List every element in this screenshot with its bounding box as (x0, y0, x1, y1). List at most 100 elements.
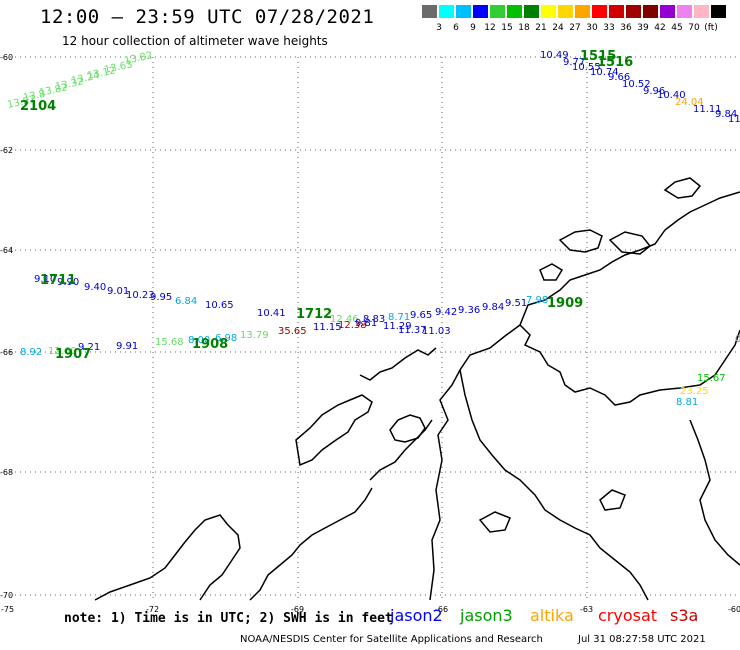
colorbar-swatch (439, 5, 454, 18)
wave-height-value: 15.67 (697, 373, 726, 384)
wave-height-value: 8.71 (388, 312, 410, 323)
wave-height-value: 9.10 (34, 274, 56, 285)
wave-height-value: 9.95 (150, 292, 172, 303)
colorbar-swatch (456, 5, 471, 18)
colorbar-label: 30 (586, 23, 598, 33)
wave-height-value: 6.84 (175, 296, 197, 307)
wave-height-value: 10.41 (257, 308, 286, 319)
colorbar-label: 24 (552, 23, 564, 33)
wave-height-value: 0 (735, 334, 740, 345)
wave-height-value: 10.65 (205, 300, 234, 311)
wave-height-value: 11.37 (398, 325, 427, 336)
wave-height-value: 24.04 (675, 97, 704, 108)
wave-height-value: 8.00 (188, 335, 210, 346)
longitude-label: -60 (728, 605, 740, 614)
wave-height-value: 13.79 (240, 330, 269, 341)
wave-height-value: 10.74 (590, 67, 619, 78)
wave-height-value: 8.92 (20, 347, 42, 358)
pass-time-label: 1515 (580, 49, 616, 64)
wave-height-value: 9.90 (57, 277, 79, 288)
colorbar-label: 36 (620, 23, 632, 33)
wave-height-value: 10.55 (572, 62, 601, 73)
map-title: 12:00 – 23:59 UTC 07/28/2021 (40, 6, 375, 28)
wave-height-value: 13.8 (22, 89, 46, 104)
legend-s3a: s3a (670, 606, 699, 625)
pass-time-label: 1908 (192, 337, 228, 352)
coastline (94, 177, 740, 601)
colorbar-label: 70 (688, 23, 700, 33)
wave-height-value: 9.36 (458, 305, 480, 316)
colorbar-label: 42 (654, 23, 666, 33)
colorbar-swatch (541, 5, 556, 18)
credit-line: NOAA/NESDIS Center for Satellite Applica… (240, 634, 543, 645)
wave-height-value: 9.51 (505, 298, 527, 309)
colorbar-swatch (609, 5, 624, 18)
wave-height-value: 10.23 (126, 290, 155, 301)
pass-time-label: 1711 (40, 273, 76, 288)
colorbar-label: 39 (637, 23, 649, 33)
colorbar-swatch (694, 5, 709, 18)
wave-height-value: 11.11 (693, 104, 722, 115)
wave-height-value: 9.81 (355, 318, 377, 329)
units-note: note: 1) Time is in UTC; 2) SWH is in fe… (64, 611, 393, 626)
lat-lon-grid: -60 -62 -64 -66 -68 -70 -75 -72 -69 -66 -63 -60 (0, 53, 740, 614)
latitude-label: -68 (0, 468, 13, 477)
wave-height-value: 9.01 (107, 286, 129, 297)
colorbar-swatch (677, 5, 692, 18)
wave-height-value: 6.98 (215, 333, 237, 344)
wave-height-value: 9.77 (563, 57, 585, 68)
wave-height-value: 23.25 (680, 386, 709, 397)
wave-height-value: 9.96 (643, 86, 665, 97)
legend-altika: altika (530, 606, 574, 625)
longitude-label: -72 (146, 605, 159, 614)
colorbar-label: 9 (470, 23, 476, 33)
pass-time-label: 1907 (55, 347, 91, 362)
latitude-label: -60 (0, 53, 13, 62)
wave-height-value: 12.46 (330, 314, 359, 325)
colorbar-swatch (524, 5, 539, 18)
pass-time-label: 1909 (547, 296, 583, 311)
colorbar-label: 15 (501, 23, 513, 33)
longitude-label: -66 (435, 605, 448, 614)
colorbar-label: 3 (436, 23, 442, 33)
generation-timestamp: Jul 31 08:27:58 UTC 2021 (578, 634, 706, 645)
wave-height-value: 9.66 (608, 72, 630, 83)
legend-jason2: jason2 (390, 606, 443, 625)
latitude-label: -64 (0, 246, 13, 255)
colorbar-swatch (592, 5, 607, 18)
colorbar-swatch (711, 5, 726, 18)
wave-height-value: 11.03 (422, 326, 451, 337)
wave-height-value: 9.84 (482, 302, 504, 313)
map-subtitle: 12 hour collection of altimeter wave hei… (62, 34, 328, 48)
pass-time-label: 1712 (296, 307, 332, 322)
wave-height-value: 9.42 (435, 307, 457, 318)
colorbar-label: 27 (569, 23, 581, 33)
wave-height-value: 11.15 (313, 322, 342, 333)
legend-cryosat: cryosat (598, 606, 658, 625)
colorbar-label: 12 (484, 23, 496, 33)
colorbar-swatch (507, 5, 522, 18)
colorbar-swatch (643, 5, 658, 18)
legend-jason3: jason3 (460, 606, 513, 625)
colorbar-label: (ft) (704, 23, 718, 33)
wave-height-value: 10.40 (657, 90, 686, 101)
wave-height-value: 9.65 (410, 310, 432, 321)
pass-time-label: 2104 (20, 99, 56, 114)
wave-height-value: 9.21 (78, 342, 100, 353)
colorbar-label: 33 (603, 23, 615, 33)
colorbar-label: 18 (518, 23, 530, 33)
wave-height-value: 10.52 (622, 79, 651, 90)
colorbar-label: 45 (671, 23, 683, 33)
wave-height-value: 8.83 (363, 314, 385, 325)
colorbar-label: 6 (453, 23, 459, 33)
colorbar-swatch (490, 5, 505, 18)
colorbar-swatch (626, 5, 641, 18)
wave-height-value: 9.91 (116, 341, 138, 352)
wave-height-value: 7.98 (526, 295, 548, 306)
colorbar-label: 21 (535, 23, 547, 33)
wave-height-value: 8.81 (676, 397, 698, 408)
colorbar-swatch (422, 5, 437, 18)
